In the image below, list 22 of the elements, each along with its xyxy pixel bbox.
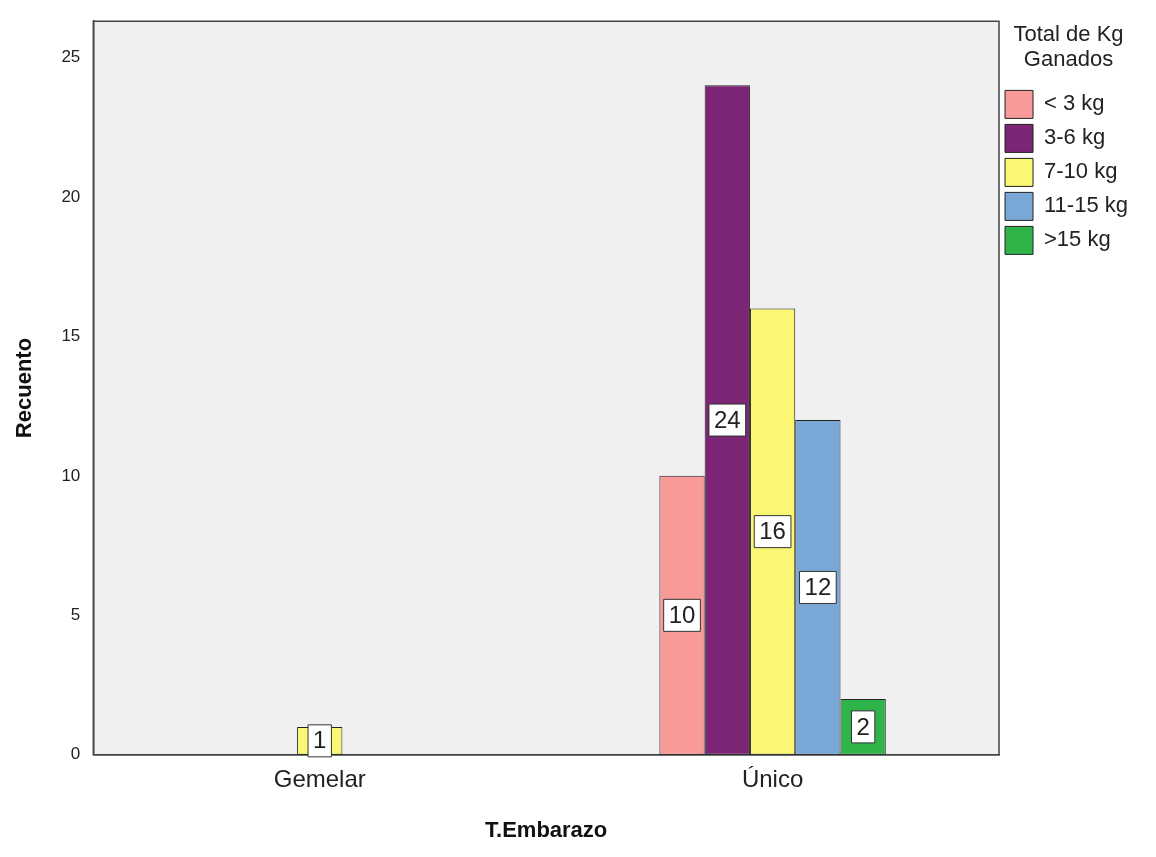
y-tick-label: 25 — [61, 47, 81, 67]
legend-title: Total de Kg Ganados — [1013, 21, 1124, 72]
data-label: 24 — [713, 405, 741, 433]
data-label: 1 — [313, 726, 327, 754]
x-tick-label: Gemelar — [273, 764, 366, 792]
y-tick-label: 0 — [70, 744, 81, 764]
legend-label: >15 kg — [1044, 226, 1111, 252]
data-label: 12 — [804, 573, 832, 601]
legend-label: 3-6 kg — [1044, 124, 1106, 150]
y-tick-label: 20 — [61, 186, 81, 206]
y-tick-label: 10 — [61, 465, 81, 485]
x-tick-label: Único — [741, 764, 804, 792]
y-tick-label: 15 — [61, 326, 81, 346]
legend-label: < 3 kg — [1044, 90, 1105, 116]
x-axis-title: T.Embarazo — [485, 816, 608, 842]
legend-label: 11-15 kg — [1044, 192, 1128, 218]
data-label: 16 — [759, 517, 786, 545]
data-label: 2 — [856, 712, 870, 740]
legend-label: 7-10 kg — [1044, 158, 1118, 184]
y-axis-title: Recuento — [11, 337, 37, 439]
y-tick-label: 5 — [70, 605, 81, 625]
data-label: 10 — [668, 600, 696, 628]
